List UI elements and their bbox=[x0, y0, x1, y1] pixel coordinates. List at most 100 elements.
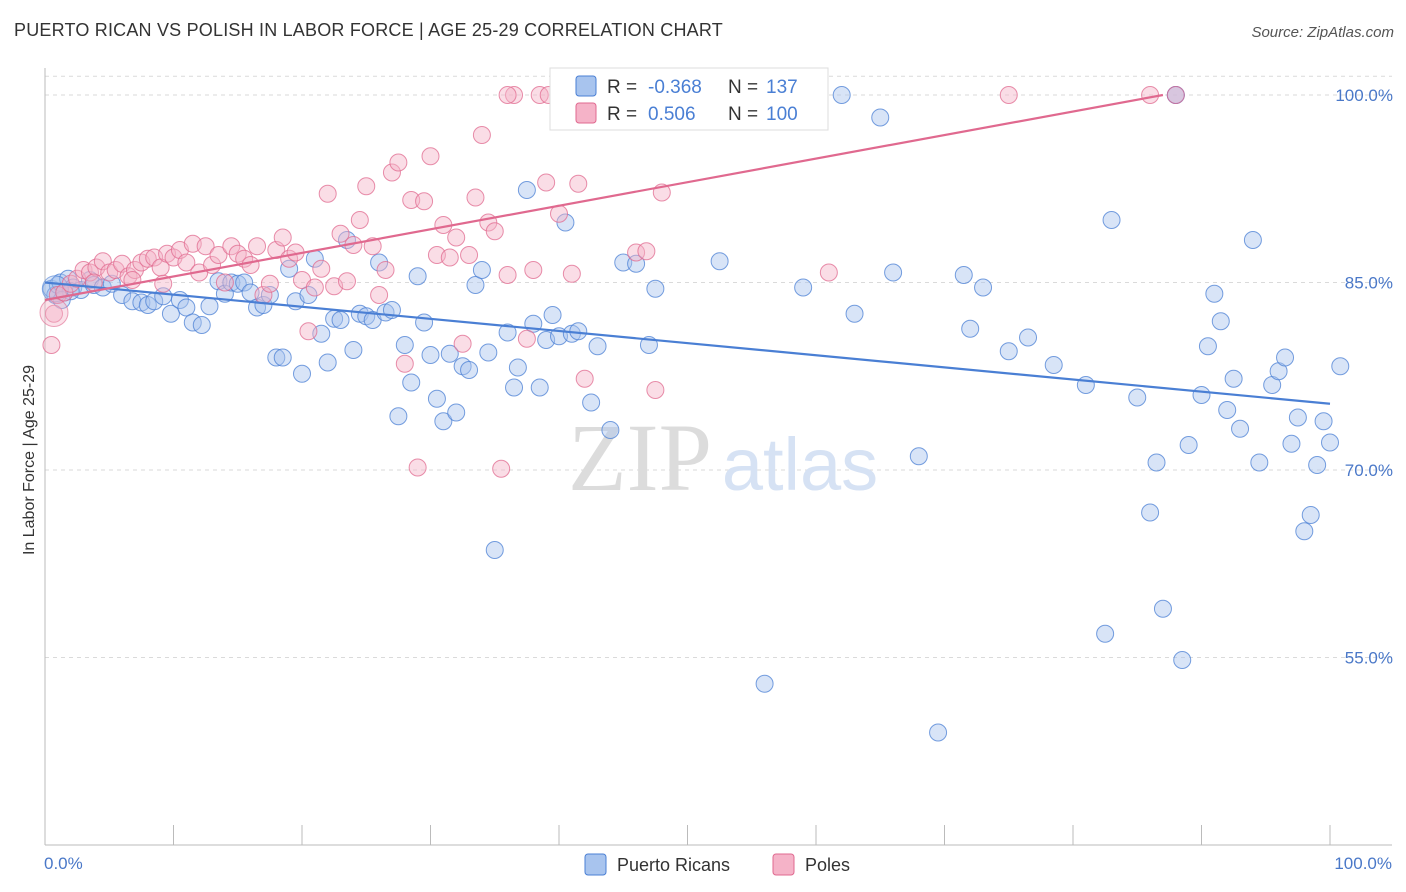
point-puerto-ricans-45 bbox=[344, 341, 363, 359]
point-poles-65 bbox=[453, 334, 472, 353]
point-poles-67 bbox=[466, 188, 485, 207]
point-puerto-ricans-113 bbox=[1179, 436, 1198, 454]
point-poles-43 bbox=[312, 259, 331, 278]
point-poles-66 bbox=[460, 246, 479, 264]
legend-swatch-pink bbox=[575, 102, 597, 124]
trend-lines bbox=[44, 93, 1331, 405]
bottom-legend-swatch-pink bbox=[772, 853, 795, 876]
point-puerto-ricans-55 bbox=[408, 267, 427, 286]
y-tick-label-1: 85.0% bbox=[1345, 274, 1393, 293]
point-puerto-ricans-33 bbox=[267, 348, 286, 367]
point-poles-37 bbox=[273, 228, 292, 247]
legend-swatch-blue bbox=[575, 75, 597, 97]
point-puerto-ricans-103 bbox=[1044, 356, 1063, 374]
point-puerto-ricans-49 bbox=[370, 253, 389, 272]
point-puerto-ricans-26 bbox=[222, 273, 241, 292]
source-label: Source: ZipAtlas.com bbox=[1251, 24, 1394, 41]
point-puerto-ricans-132 bbox=[1321, 433, 1339, 452]
watermark-atlas: atlas bbox=[722, 423, 878, 506]
point-puerto-ricans-68 bbox=[498, 323, 517, 342]
point-puerto-ricans-114 bbox=[1192, 386, 1211, 404]
point-puerto-ricans-121 bbox=[1243, 231, 1262, 249]
point-puerto-ricans-119 bbox=[1224, 369, 1243, 388]
point-puerto-ricans-61 bbox=[447, 403, 466, 422]
point-poles-60 bbox=[421, 147, 440, 166]
point-puerto-ricans-20 bbox=[177, 298, 196, 317]
point-puerto-ricans-88 bbox=[710, 252, 729, 271]
y-tick-label-2: 70.0% bbox=[1345, 461, 1393, 480]
point-puerto-ricans-116 bbox=[1205, 284, 1224, 303]
point-puerto-ricans-18 bbox=[161, 304, 180, 323]
point-puerto-ricans-126 bbox=[1282, 434, 1301, 453]
point-puerto-ricans-128 bbox=[1295, 522, 1314, 541]
point-puerto-ricans-22 bbox=[192, 316, 211, 334]
point-puerto-ricans-75 bbox=[543, 306, 562, 324]
axes bbox=[44, 68, 1392, 846]
point-puerto-ricans-109 bbox=[1147, 453, 1166, 472]
point-puerto-ricans-94 bbox=[871, 108, 890, 127]
point-puerto-ricans-98 bbox=[954, 266, 973, 284]
point-puerto-ricans-93 bbox=[845, 304, 864, 323]
point-poles-0 bbox=[42, 336, 61, 354]
point-puerto-ricans-56 bbox=[415, 313, 434, 332]
point-puerto-ricans-129 bbox=[1301, 506, 1320, 524]
point-puerto-ricans-131 bbox=[1314, 412, 1333, 431]
point-poles-58 bbox=[408, 458, 427, 477]
point-puerto-ricans-58 bbox=[427, 389, 446, 408]
point-poles-33 bbox=[248, 237, 267, 256]
point-puerto-ricans-120 bbox=[1231, 419, 1250, 438]
point-poles-70 bbox=[485, 222, 504, 241]
point-poles-68 bbox=[472, 126, 491, 144]
point-puerto-ricans-125 bbox=[1276, 348, 1295, 367]
point-puerto-ricans-41 bbox=[318, 353, 337, 372]
point-poles-50 bbox=[357, 177, 376, 196]
point-poles-85 bbox=[646, 381, 665, 399]
grid-lines bbox=[45, 75, 1392, 658]
point-puerto-ricans-60 bbox=[440, 344, 459, 363]
point-puerto-ricans-100 bbox=[974, 278, 993, 297]
legend: R = -0.368 N = 137 R = 0.506 N = 100 bbox=[549, 67, 829, 131]
y-tick-labels: 100.0% 85.0% 70.0% 55.0% bbox=[1335, 86, 1393, 668]
point-puerto-ricans-80 bbox=[582, 393, 601, 412]
point-poles-89 bbox=[819, 263, 838, 282]
point-puerto-ricans-65 bbox=[472, 261, 491, 279]
point-puerto-ricans-101 bbox=[999, 342, 1018, 361]
point-poles-74 bbox=[517, 329, 536, 348]
point-puerto-ricans-127 bbox=[1288, 408, 1307, 427]
point-poles-9 bbox=[93, 252, 112, 271]
point-poles-22 bbox=[177, 253, 196, 272]
x-tick-label-min: 0.0% bbox=[44, 854, 83, 873]
point-puerto-ricans-67 bbox=[485, 541, 504, 559]
point-puerto-ricans-34 bbox=[273, 348, 292, 367]
point-puerto-ricans-83 bbox=[614, 253, 633, 272]
watermark-zip: ZIP bbox=[568, 404, 712, 511]
point-poles-54 bbox=[382, 163, 401, 182]
point-puerto-ricans-112 bbox=[1173, 651, 1192, 669]
point-poles-57 bbox=[402, 191, 421, 209]
point-puerto-ricans-63 bbox=[460, 361, 479, 379]
point-puerto-ricans-110 bbox=[1153, 599, 1172, 618]
point-puerto-ricans-37 bbox=[293, 364, 311, 383]
point-puerto-ricans-95 bbox=[884, 263, 903, 282]
legend-r-value-2: 0.506 bbox=[648, 104, 696, 125]
point-puerto-ricans-23 bbox=[200, 297, 219, 316]
point-puerto-ricans-59 bbox=[434, 412, 453, 431]
trend-line-puerto-ricans bbox=[44, 281, 1331, 405]
point-puerto-ricans-117 bbox=[1211, 312, 1230, 331]
point-poles-63 bbox=[440, 248, 459, 267]
point-puerto-ricans-96 bbox=[909, 447, 928, 466]
point-poles-76 bbox=[537, 173, 556, 192]
point-poles-49 bbox=[350, 211, 369, 229]
point-poles-27 bbox=[209, 246, 228, 264]
y-tick-label-3: 55.0% bbox=[1345, 649, 1393, 668]
point-puerto-ricans-108 bbox=[1141, 503, 1160, 522]
point-poles-72 bbox=[498, 266, 517, 284]
point-poles-1 bbox=[44, 304, 63, 323]
point-poles-16 bbox=[138, 249, 157, 268]
point-puerto-ricans-91 bbox=[794, 278, 813, 297]
watermark: ZIP atlas bbox=[568, 404, 878, 511]
point-puerto-ricans-106 bbox=[1102, 211, 1121, 229]
point-poles-55 bbox=[389, 153, 408, 172]
point-puerto-ricans-105 bbox=[1096, 624, 1115, 643]
